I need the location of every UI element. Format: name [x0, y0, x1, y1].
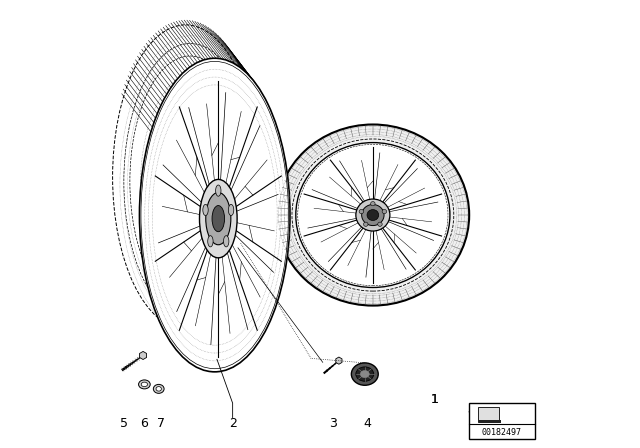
Text: 7: 7: [157, 417, 165, 430]
Ellipse shape: [140, 58, 290, 372]
Ellipse shape: [296, 142, 450, 288]
Ellipse shape: [364, 222, 368, 226]
Polygon shape: [336, 357, 342, 364]
Ellipse shape: [356, 199, 390, 231]
Text: 1: 1: [430, 393, 438, 406]
Ellipse shape: [205, 193, 231, 245]
Ellipse shape: [367, 210, 379, 220]
Ellipse shape: [203, 204, 208, 215]
Ellipse shape: [371, 202, 375, 206]
Text: 00182497: 00182497: [482, 428, 522, 437]
Text: 4: 4: [363, 417, 371, 430]
Polygon shape: [140, 351, 147, 359]
FancyBboxPatch shape: [478, 407, 499, 422]
Ellipse shape: [141, 382, 147, 387]
Text: 6: 6: [140, 417, 148, 430]
Ellipse shape: [276, 125, 469, 306]
Ellipse shape: [228, 204, 234, 215]
Ellipse shape: [362, 204, 384, 225]
Bar: [468, 403, 535, 439]
Ellipse shape: [382, 209, 387, 214]
Text: 5: 5: [120, 417, 128, 430]
Ellipse shape: [208, 236, 213, 247]
Ellipse shape: [356, 367, 374, 381]
Ellipse shape: [359, 209, 364, 214]
Ellipse shape: [351, 363, 378, 385]
Ellipse shape: [378, 222, 382, 226]
Ellipse shape: [216, 185, 221, 196]
Text: 3: 3: [330, 417, 337, 430]
Bar: [479, 420, 500, 422]
Ellipse shape: [360, 370, 369, 378]
Ellipse shape: [156, 387, 161, 391]
Text: 1: 1: [430, 393, 438, 406]
Ellipse shape: [154, 384, 164, 393]
Ellipse shape: [138, 380, 150, 389]
Ellipse shape: [200, 179, 237, 258]
Ellipse shape: [223, 236, 229, 247]
Ellipse shape: [212, 206, 225, 232]
Text: 2: 2: [228, 417, 237, 430]
